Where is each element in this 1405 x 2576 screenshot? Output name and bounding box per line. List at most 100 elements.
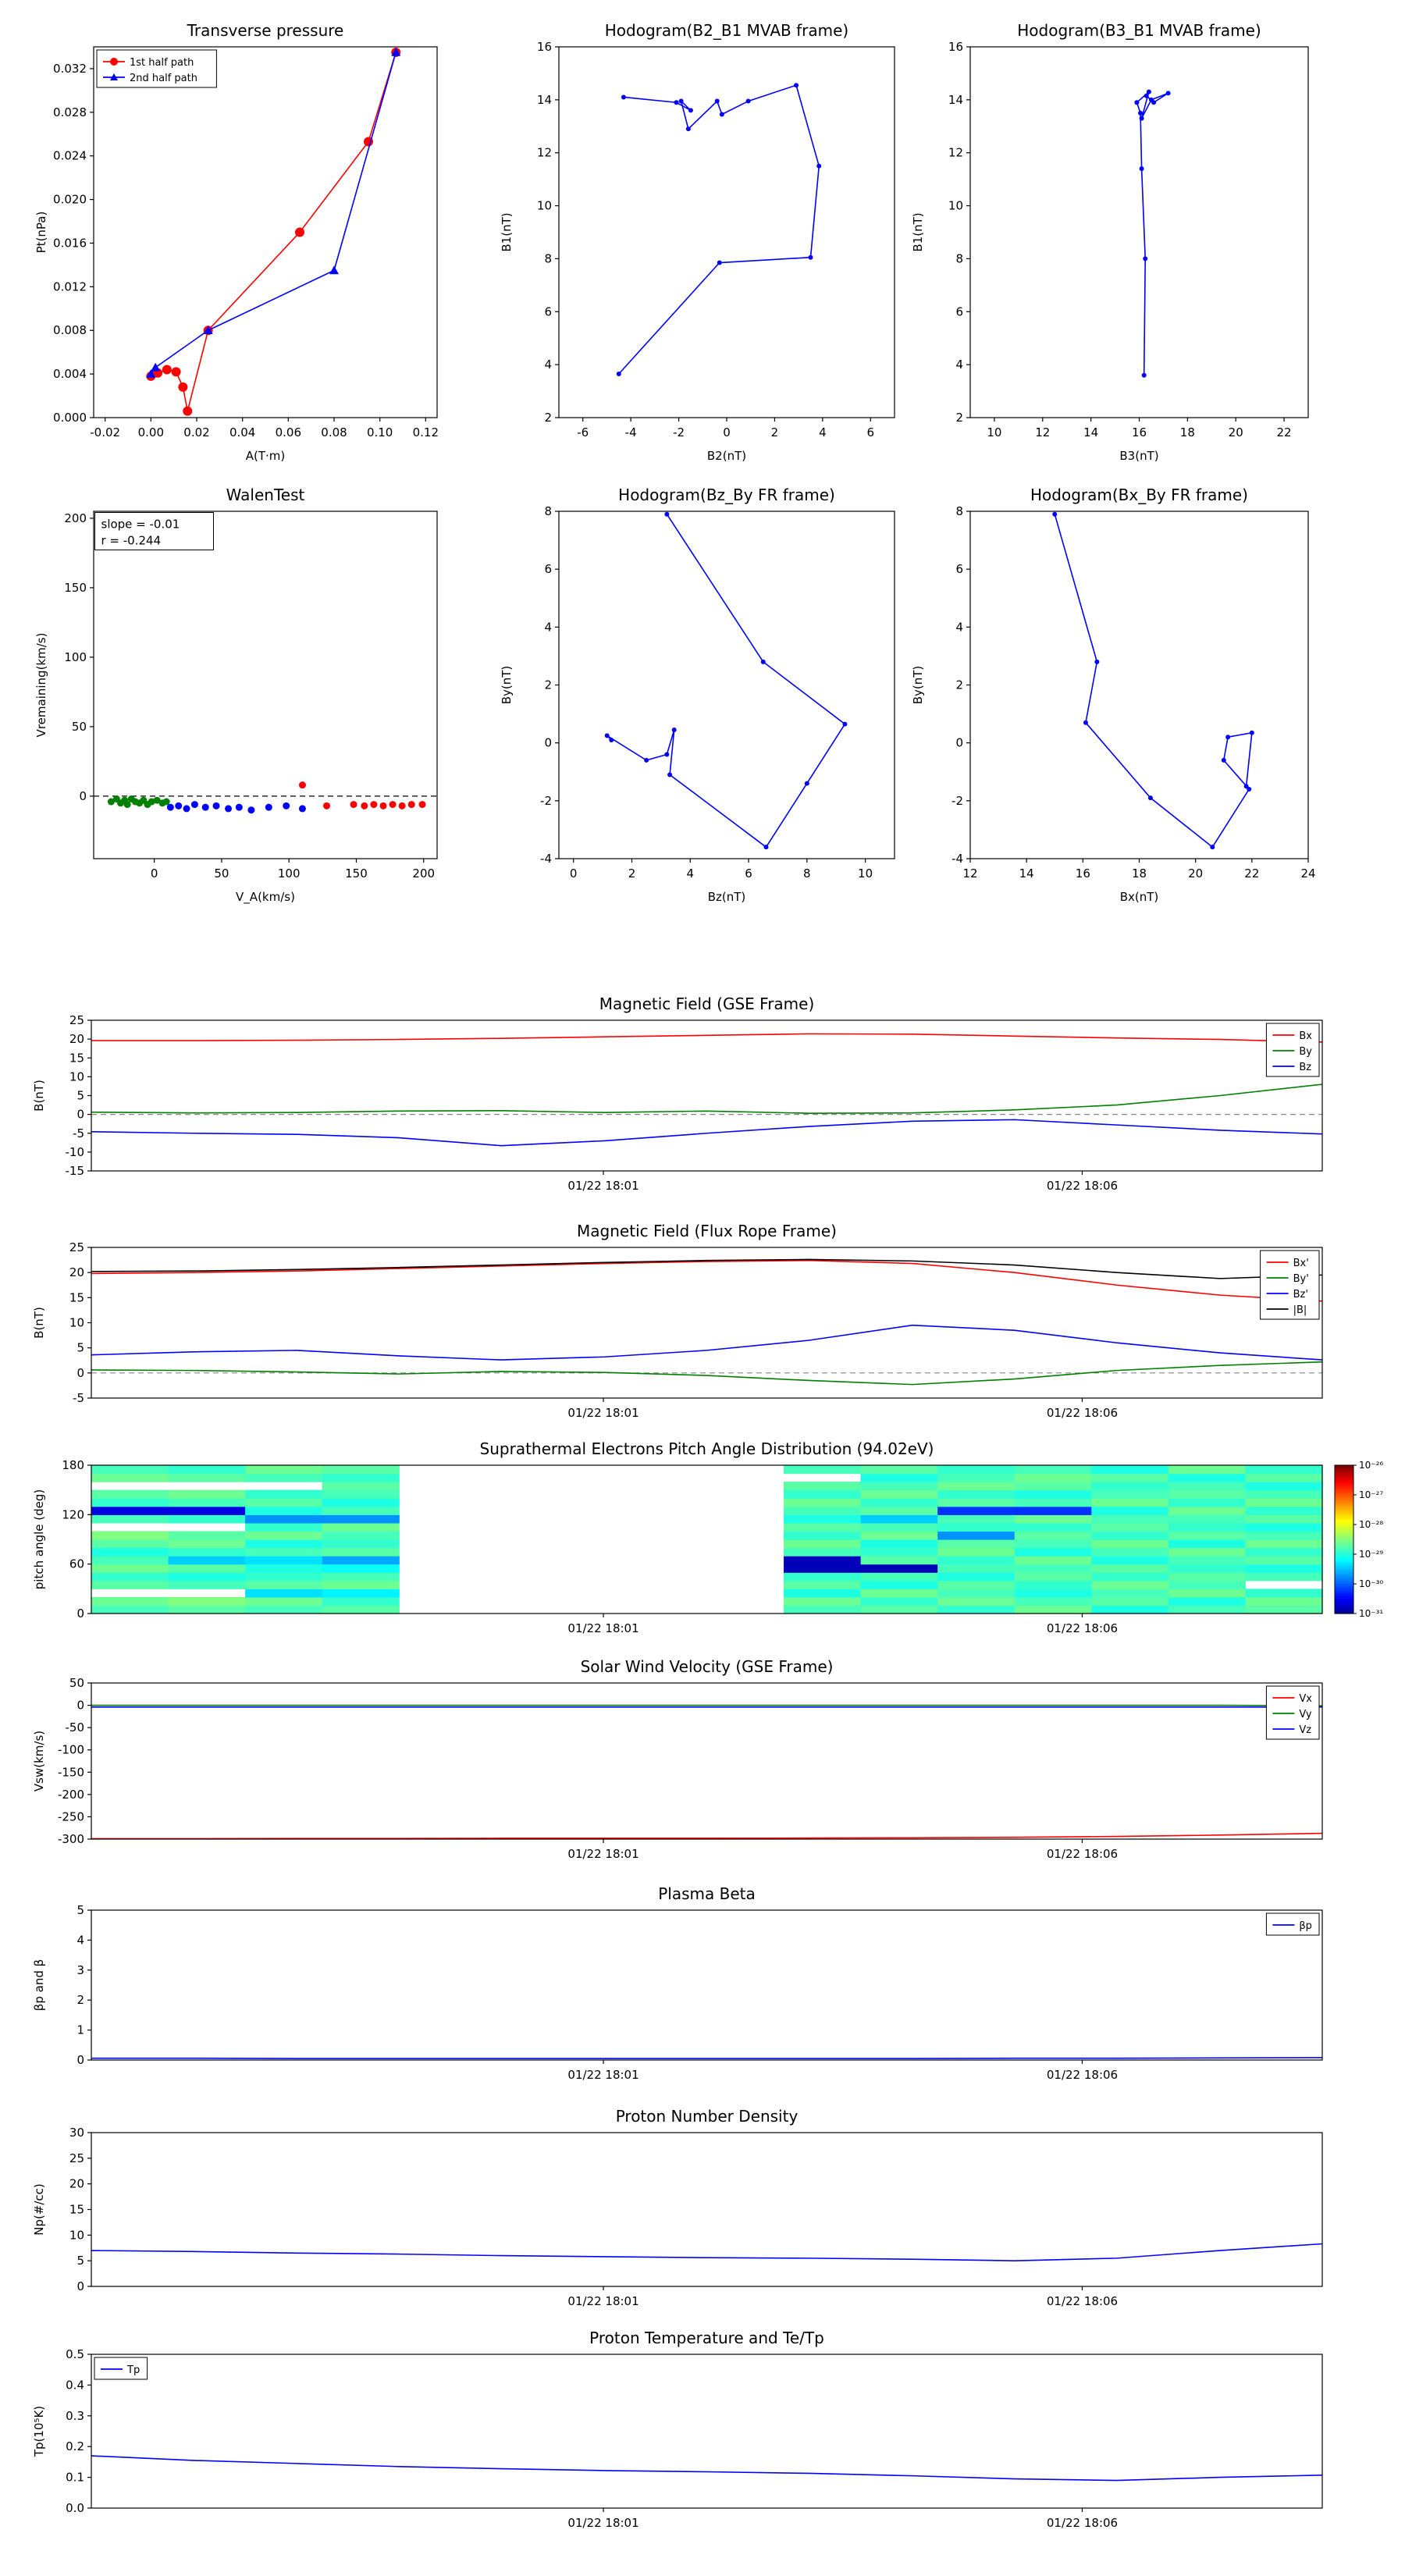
y-tick-label: 150: [64, 581, 87, 595]
y-tick-label: 4: [955, 620, 963, 634]
heatmap-cell: [322, 1506, 400, 1515]
heatmap-cell: [322, 1572, 400, 1582]
x-tick-label: 01/22 18:06: [1047, 2516, 1118, 2530]
colorbar-tick-label: 10⁻²⁹: [1359, 1549, 1383, 1560]
heatmap-cell: [91, 1473, 169, 1482]
y-tick-label: 15: [69, 2203, 84, 2217]
legend-label: By': [1293, 1273, 1309, 1285]
legend-label: Vz: [1299, 1724, 1311, 1736]
y-tick-label: 0: [76, 1366, 84, 1380]
chart-title: Proton Number Density: [616, 2107, 799, 2126]
x-tick-label: 01/22 18:06: [1047, 2294, 1118, 2308]
series-line: [1136, 90, 1169, 375]
heatmap-cell: [860, 1547, 938, 1557]
legend-label: Bz: [1299, 1062, 1311, 1073]
heatmap-cell: [860, 1506, 938, 1515]
y-tick-label: 2: [544, 411, 552, 425]
heatmap-cell: [322, 1473, 400, 1482]
heatmap-cell: [91, 1539, 169, 1549]
y-tick-label: 5: [76, 2254, 84, 2268]
y-axis-label: Pt(nPa): [34, 212, 48, 254]
heatmap-cell: [860, 1556, 938, 1565]
x-tick-label: 20: [1229, 425, 1243, 439]
legend-label: Tp: [126, 2364, 140, 2376]
heatmap-cell: [784, 1572, 862, 1582]
chart-title: Hodogram(Bz_By FR frame): [618, 486, 835, 504]
plot-frame: [969, 46, 1309, 418]
x-axis-label: B2(nT): [707, 449, 746, 463]
heatmap-cell: [784, 1596, 862, 1606]
chart-svg-walen-test: 0 50 100 150 200 0 50 100 150 200 WalenTest V_A(km/…: [34, 486, 438, 905]
heatmap-cell: [1091, 1489, 1169, 1499]
heatmap-cell: [860, 1596, 938, 1606]
heatmap-cell: [168, 1572, 246, 1582]
heatmap-cell: [1091, 1572, 1169, 1582]
heatmap-cell: [245, 1498, 323, 1507]
x-tick-label: 0.06: [276, 425, 301, 439]
heatmap-cell: [322, 1580, 400, 1589]
plot-frame: [91, 1909, 1323, 2061]
chart-hodogram-bx-by: 12 14 16 18 20 22 24 -4 -2 0 2 4 6 8 Hodogram(Bx_By FR…: [892, 474, 1332, 921]
heatmap-cell: [784, 1522, 862, 1532]
y-tick-label: 60: [69, 1557, 84, 1571]
chart-b-gse: 01/22 18:01 01/22 18:06 -15 -10 -5 0 5 10 15 20 25…: [13, 983, 1346, 1233]
heatmap-cell: [91, 1605, 169, 1614]
chart-svg-b-gse: 01/22 18:01 01/22 18:06 -15 -10 -5 0 5 10 15 20 25…: [32, 994, 1323, 1193]
heatmap-cell: [1245, 1547, 1323, 1557]
series-line: [91, 1259, 1323, 1302]
heatmap-cell: [91, 1564, 169, 1573]
y-tick-label: 8: [955, 504, 963, 518]
heatmap-cell: [1014, 1522, 1092, 1532]
heatmap-cell: [245, 1522, 323, 1532]
x-tick-label: -0.02: [90, 425, 120, 439]
heatmap-cell: [1245, 1531, 1323, 1540]
heatmap-cell: [245, 1465, 323, 1475]
heatmap-cell: [784, 1580, 862, 1589]
heatmap-cell: [937, 1473, 1016, 1482]
y-tick-label: -10: [66, 1145, 85, 1159]
y-tick-label: 100: [64, 650, 87, 664]
series-line: [618, 84, 820, 375]
chart-svg-beta: 01/22 18:01 01/22 18:06 0 1 2 3 4 5 Plasma Beta β…: [32, 1884, 1323, 2082]
y-tick-label: 0: [76, 1606, 84, 1621]
heatmap-cell: [1014, 1589, 1092, 1598]
heatmap-cell: [91, 1498, 169, 1507]
y-tick-label: 2: [544, 678, 552, 692]
heatmap-cell: [168, 1489, 246, 1499]
heatmap-cell: [322, 1589, 400, 1598]
heatmap-cell: [937, 1539, 1016, 1549]
chart-svg-hodogram-b3-b1: 10 12 14 16 18 20 22246810121416Hodogram(B3_B1…: [911, 21, 1309, 463]
annotation-text: r = -0.244: [101, 534, 162, 548]
heatmap-cell: [1168, 1465, 1247, 1475]
heatmap-cell: [1168, 1482, 1247, 1491]
y-tick-label: 5: [76, 1341, 84, 1355]
chart-title: Suprathermal Electrons Pitch Angle Distr…: [480, 1439, 934, 1458]
heatmap-cell: [1014, 1596, 1092, 1606]
colorbar-tick-label: 10⁻²⁶: [1359, 1460, 1383, 1471]
y-tick-label: 8: [544, 251, 552, 265]
heatmap-cell: [860, 1473, 938, 1482]
heatmap-cell: [1014, 1539, 1092, 1549]
heatmap-cell: [937, 1465, 1016, 1475]
heatmap-cell: [1245, 1572, 1323, 1582]
chart-title: Hodogram(B2_B1 MVAB frame): [605, 21, 848, 40]
y-tick-label: 12: [948, 146, 963, 160]
y-tick-label: 0: [79, 789, 87, 803]
heatmap-cell: [245, 1605, 323, 1614]
heatmap-cell: [1091, 1473, 1169, 1482]
heatmap-cell: [1014, 1556, 1092, 1565]
y-tick-label: 4: [76, 1933, 84, 1947]
y-tick-label: 16: [948, 40, 963, 54]
heatmap-cell: [322, 1539, 400, 1549]
y-tick-label: 25: [69, 1013, 84, 1027]
heatmap-cell: [784, 1506, 862, 1515]
y-tick-label: 0.1: [66, 2471, 84, 2485]
heatmap-cell: [322, 1531, 400, 1540]
x-tick-label: 0.10: [367, 425, 393, 439]
heatmap-cell: [322, 1489, 400, 1499]
heatmap-cell: [245, 1489, 323, 1499]
series-line: [91, 1832, 1323, 1840]
legend-label: Vy: [1299, 1709, 1312, 1720]
plot-frame: [93, 511, 438, 859]
heatmap-cell: [1168, 1572, 1247, 1582]
